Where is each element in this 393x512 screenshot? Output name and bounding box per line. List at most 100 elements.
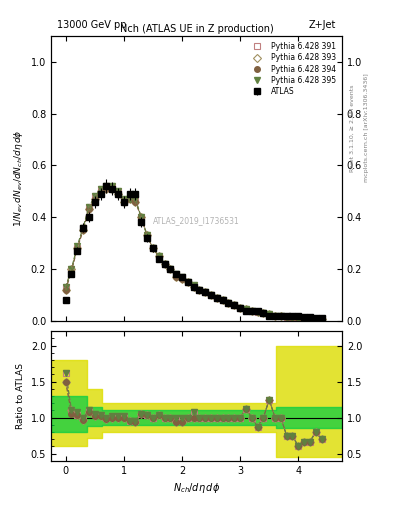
Pythia 6.428 391 bbox=[104, 183, 109, 189]
Pythia 6.428 391 bbox=[290, 314, 295, 320]
Pythia 6.428 395 bbox=[302, 315, 307, 322]
Pythia 6.428 393 bbox=[191, 284, 196, 290]
Pythia 6.428 394 bbox=[313, 316, 318, 322]
Pythia 6.428 395 bbox=[139, 214, 143, 220]
Pythia 6.428 395 bbox=[185, 279, 190, 285]
Pythia 6.428 394 bbox=[215, 294, 219, 301]
Pythia 6.428 394 bbox=[238, 305, 242, 311]
Pythia 6.428 391 bbox=[81, 225, 85, 231]
Pythia 6.428 394 bbox=[139, 214, 143, 220]
Pythia 6.428 395 bbox=[313, 316, 318, 322]
Pythia 6.428 391 bbox=[197, 287, 202, 293]
Pythia 6.428 393 bbox=[296, 315, 301, 321]
Line: Pythia 6.428 393: Pythia 6.428 393 bbox=[63, 186, 324, 322]
Pythia 6.428 395 bbox=[180, 274, 184, 280]
Pythia 6.428 393 bbox=[250, 307, 254, 313]
Pythia 6.428 395 bbox=[81, 225, 85, 231]
Pythia 6.428 393 bbox=[319, 316, 324, 322]
Pythia 6.428 395 bbox=[104, 183, 109, 189]
Pythia 6.428 393 bbox=[209, 292, 213, 298]
Pythia 6.428 391 bbox=[273, 313, 277, 319]
Pythia 6.428 394 bbox=[250, 307, 254, 313]
Pythia 6.428 395 bbox=[121, 196, 126, 202]
Pythia 6.428 391 bbox=[69, 266, 74, 272]
Pythia 6.428 395 bbox=[174, 271, 178, 278]
Pythia 6.428 393 bbox=[116, 191, 120, 197]
Pythia 6.428 391 bbox=[151, 245, 155, 251]
Pythia 6.428 393 bbox=[284, 314, 289, 320]
Pythia 6.428 393 bbox=[151, 245, 155, 251]
Pythia 6.428 393 bbox=[81, 227, 85, 233]
Pythia 6.428 391 bbox=[127, 196, 132, 202]
Text: Z+Jet: Z+Jet bbox=[309, 20, 336, 30]
Pythia 6.428 395 bbox=[191, 282, 196, 288]
Pythia 6.428 391 bbox=[180, 274, 184, 280]
Pythia 6.428 393 bbox=[63, 287, 68, 293]
Pythia 6.428 391 bbox=[145, 232, 149, 239]
Pythia 6.428 395 bbox=[290, 314, 295, 320]
Pythia 6.428 391 bbox=[302, 315, 307, 322]
Pythia 6.428 391 bbox=[284, 314, 289, 320]
Pythia 6.428 393 bbox=[110, 186, 114, 192]
Line: Pythia 6.428 395: Pythia 6.428 395 bbox=[63, 183, 324, 322]
Pythia 6.428 391 bbox=[203, 289, 208, 295]
X-axis label: $N_{ch}/d\eta\,d\phi$: $N_{ch}/d\eta\,d\phi$ bbox=[173, 481, 220, 495]
Pythia 6.428 391 bbox=[313, 316, 318, 322]
Pythia 6.428 395 bbox=[116, 188, 120, 195]
Pythia 6.428 394 bbox=[308, 315, 312, 322]
Pythia 6.428 391 bbox=[279, 313, 283, 319]
Pythia 6.428 394 bbox=[63, 287, 68, 293]
Pythia 6.428 394 bbox=[226, 300, 231, 306]
Pythia 6.428 394 bbox=[185, 279, 190, 285]
Pythia 6.428 395 bbox=[156, 253, 161, 259]
Pythia 6.428 394 bbox=[121, 199, 126, 205]
Pythia 6.428 395 bbox=[92, 194, 97, 200]
Pythia 6.428 391 bbox=[267, 311, 272, 317]
Pythia 6.428 394 bbox=[69, 269, 74, 275]
Pythia 6.428 391 bbox=[116, 188, 120, 195]
Pythia 6.428 393 bbox=[313, 316, 318, 322]
Pythia 6.428 394 bbox=[267, 311, 272, 317]
Pythia 6.428 393 bbox=[139, 214, 143, 220]
Pythia 6.428 393 bbox=[220, 297, 225, 303]
Pythia 6.428 394 bbox=[232, 302, 237, 308]
Pythia 6.428 395 bbox=[273, 313, 277, 319]
Pythia 6.428 391 bbox=[209, 292, 213, 298]
Pythia 6.428 393 bbox=[86, 206, 91, 212]
Pythia 6.428 391 bbox=[226, 300, 231, 306]
Pythia 6.428 395 bbox=[197, 287, 202, 293]
Line: Pythia 6.428 394: Pythia 6.428 394 bbox=[63, 186, 324, 322]
Pythia 6.428 393 bbox=[69, 266, 74, 272]
Pythia 6.428 391 bbox=[86, 204, 91, 210]
Pythia 6.428 393 bbox=[98, 188, 103, 195]
Pythia 6.428 391 bbox=[162, 261, 167, 267]
Pythia 6.428 395 bbox=[244, 306, 248, 312]
Pythia 6.428 391 bbox=[238, 305, 242, 311]
Pythia 6.428 393 bbox=[203, 289, 208, 295]
Pythia 6.428 394 bbox=[319, 316, 324, 322]
Y-axis label: $1/N_{ev}\,dN_{ev}/dN_{ch}/d\eta\,d\phi$: $1/N_{ev}\,dN_{ev}/dN_{ch}/d\eta\,d\phi$ bbox=[12, 130, 25, 227]
Pythia 6.428 393 bbox=[104, 186, 109, 192]
Pythia 6.428 393 bbox=[215, 294, 219, 301]
Pythia 6.428 393 bbox=[279, 313, 283, 319]
Pythia 6.428 395 bbox=[220, 297, 225, 303]
Pythia 6.428 395 bbox=[232, 302, 237, 308]
Pythia 6.428 393 bbox=[290, 314, 295, 320]
Pythia 6.428 394 bbox=[104, 186, 109, 192]
Pythia 6.428 393 bbox=[308, 315, 312, 322]
Pythia 6.428 394 bbox=[168, 266, 173, 272]
Pythia 6.428 394 bbox=[110, 186, 114, 192]
Pythia 6.428 391 bbox=[139, 214, 143, 220]
Pythia 6.428 395 bbox=[319, 316, 324, 322]
Pythia 6.428 395 bbox=[98, 186, 103, 192]
Pythia 6.428 394 bbox=[81, 227, 85, 233]
Pythia 6.428 395 bbox=[215, 294, 219, 301]
Pythia 6.428 394 bbox=[209, 292, 213, 298]
Pythia 6.428 391 bbox=[319, 316, 324, 322]
Pythia 6.428 394 bbox=[174, 274, 178, 280]
Pythia 6.428 393 bbox=[92, 196, 97, 202]
Pythia 6.428 393 bbox=[180, 276, 184, 283]
Pythia 6.428 394 bbox=[162, 261, 167, 267]
Pythia 6.428 395 bbox=[209, 292, 213, 298]
Pythia 6.428 394 bbox=[203, 289, 208, 295]
